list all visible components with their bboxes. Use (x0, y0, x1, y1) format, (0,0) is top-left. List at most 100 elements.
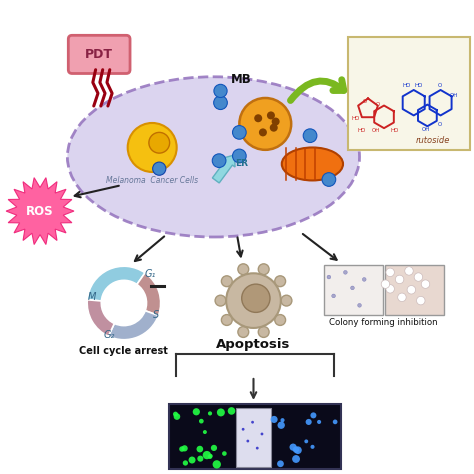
Circle shape (271, 416, 278, 423)
Circle shape (259, 128, 267, 137)
Circle shape (238, 264, 249, 274)
Circle shape (303, 129, 317, 143)
Circle shape (238, 327, 249, 337)
Circle shape (417, 296, 425, 305)
Ellipse shape (67, 77, 359, 237)
Circle shape (256, 447, 259, 449)
Circle shape (405, 267, 413, 275)
Text: HO: HO (414, 83, 423, 88)
Text: ER: ER (235, 159, 247, 168)
Text: HO: HO (391, 128, 399, 133)
Circle shape (214, 96, 228, 109)
Wedge shape (87, 300, 114, 336)
Circle shape (189, 456, 196, 464)
Circle shape (293, 447, 299, 453)
Circle shape (258, 327, 269, 337)
Circle shape (281, 418, 284, 422)
FancyArrow shape (212, 155, 235, 183)
Circle shape (128, 123, 177, 172)
Circle shape (203, 451, 211, 459)
Circle shape (203, 430, 207, 434)
Circle shape (173, 411, 178, 417)
Circle shape (304, 439, 308, 443)
Ellipse shape (282, 147, 343, 181)
Text: ROS: ROS (26, 205, 54, 218)
Circle shape (217, 409, 225, 417)
Text: HO: HO (352, 116, 360, 121)
Circle shape (221, 315, 232, 326)
Polygon shape (6, 178, 74, 245)
Text: Cell cycle arrest: Cell cycle arrest (80, 346, 168, 356)
Circle shape (277, 460, 284, 467)
Circle shape (173, 413, 180, 420)
Circle shape (208, 455, 212, 459)
Circle shape (362, 277, 366, 281)
Text: OH: OH (372, 128, 380, 133)
Circle shape (242, 428, 245, 431)
Text: HO: HO (358, 128, 366, 133)
Text: Melanoma  Cancer Cells: Melanoma Cancer Cells (106, 176, 198, 185)
Circle shape (386, 268, 394, 277)
Circle shape (332, 294, 336, 298)
Circle shape (183, 460, 188, 465)
Circle shape (199, 419, 204, 423)
Circle shape (233, 149, 246, 163)
Circle shape (213, 460, 221, 468)
Circle shape (212, 154, 226, 167)
Circle shape (322, 173, 336, 186)
Circle shape (275, 315, 286, 326)
Circle shape (215, 295, 226, 306)
Circle shape (294, 447, 302, 454)
Circle shape (254, 114, 262, 122)
Circle shape (398, 293, 406, 301)
Circle shape (209, 454, 213, 458)
Text: S: S (153, 310, 159, 320)
Circle shape (310, 412, 317, 419)
FancyArrowPatch shape (291, 80, 344, 100)
Text: O: O (363, 99, 367, 104)
Text: O: O (438, 122, 442, 128)
Wedge shape (109, 311, 158, 340)
Circle shape (211, 445, 217, 451)
Circle shape (290, 444, 297, 451)
Circle shape (317, 420, 321, 424)
FancyBboxPatch shape (385, 265, 444, 315)
Circle shape (351, 286, 355, 290)
Text: rutoside: rutoside (415, 136, 450, 145)
Circle shape (381, 280, 390, 288)
Circle shape (327, 275, 331, 279)
Circle shape (333, 419, 337, 424)
Circle shape (182, 445, 188, 451)
Circle shape (281, 295, 292, 306)
Circle shape (310, 445, 315, 449)
Circle shape (270, 124, 278, 132)
Circle shape (395, 275, 404, 283)
Circle shape (386, 284, 394, 293)
Circle shape (275, 276, 286, 287)
Circle shape (421, 280, 430, 288)
Circle shape (357, 303, 361, 307)
Circle shape (272, 118, 280, 126)
Circle shape (251, 421, 254, 424)
Circle shape (267, 111, 275, 119)
Circle shape (242, 284, 270, 312)
Circle shape (344, 271, 347, 274)
Circle shape (292, 455, 300, 463)
Text: G₂: G₂ (103, 330, 115, 340)
Circle shape (239, 98, 291, 150)
FancyBboxPatch shape (348, 36, 470, 150)
Text: G₁: G₁ (144, 269, 155, 279)
Text: M: M (88, 292, 96, 302)
Circle shape (233, 126, 246, 139)
FancyBboxPatch shape (169, 404, 341, 469)
Circle shape (306, 419, 312, 425)
Circle shape (193, 408, 200, 415)
Circle shape (407, 285, 416, 294)
Text: HO: HO (402, 83, 411, 88)
Wedge shape (87, 266, 145, 301)
Text: OH: OH (421, 127, 429, 132)
Text: Colony forming inhibition: Colony forming inhibition (329, 318, 438, 327)
Wedge shape (137, 273, 161, 316)
Circle shape (179, 447, 185, 452)
Circle shape (153, 162, 166, 175)
